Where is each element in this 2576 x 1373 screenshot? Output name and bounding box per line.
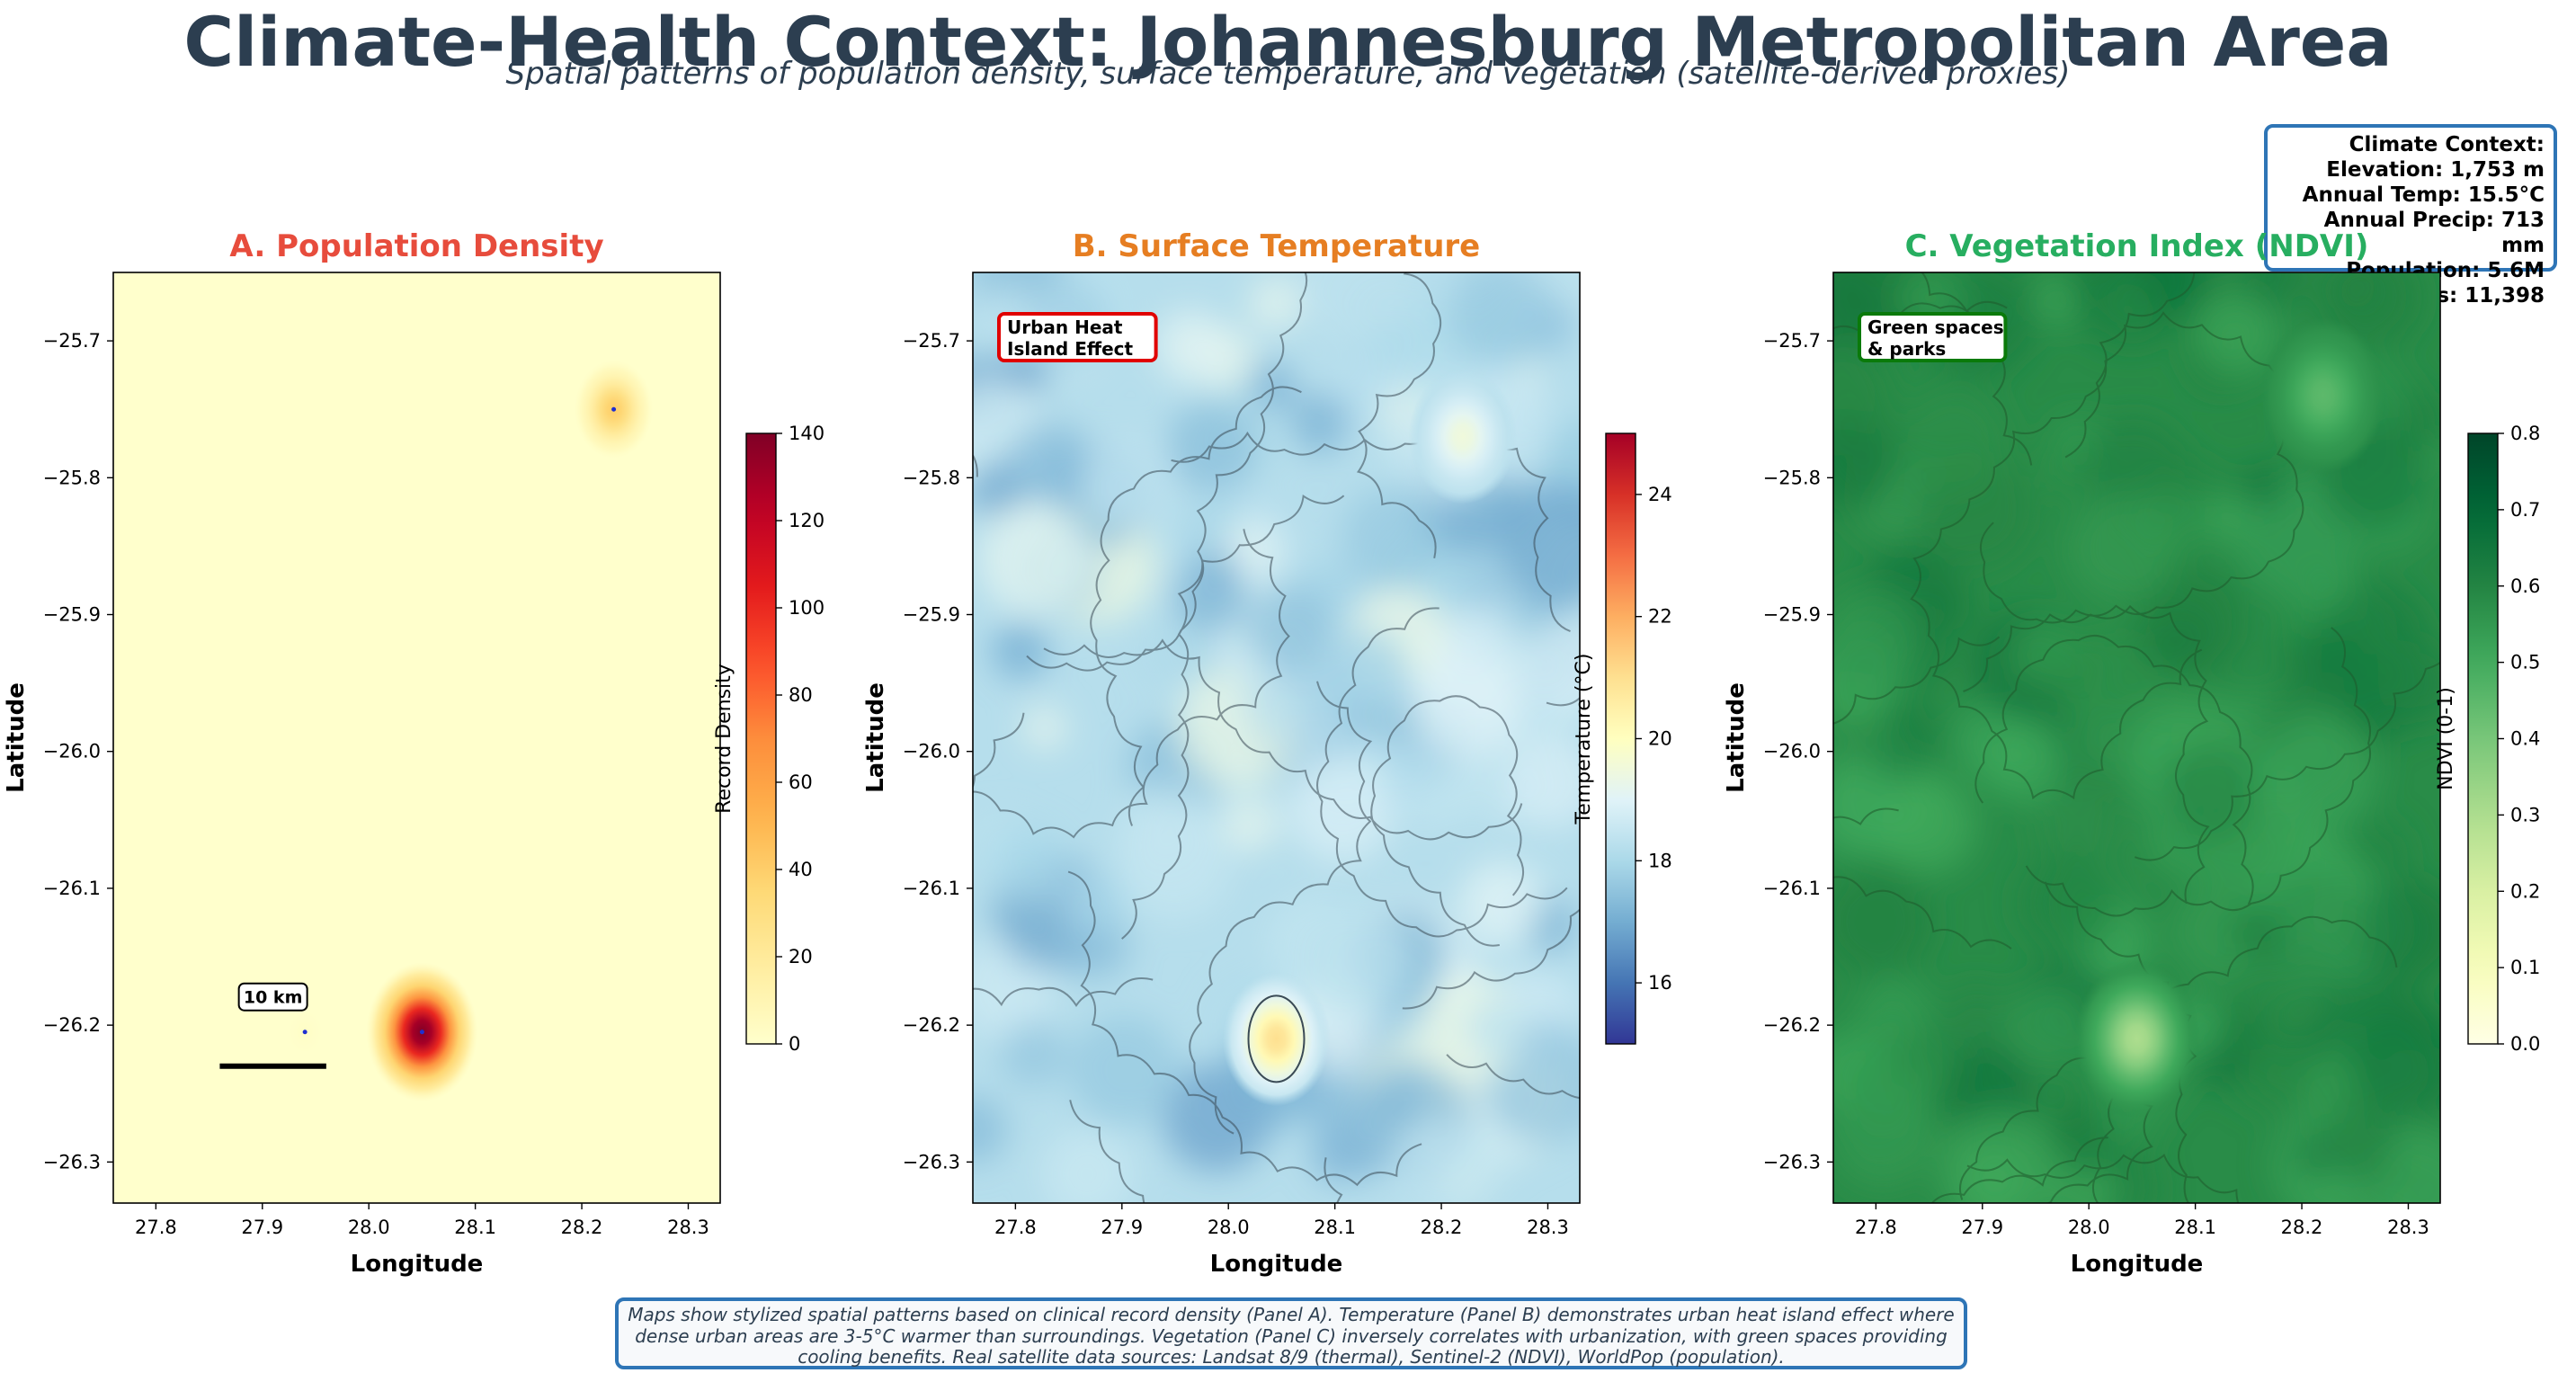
footnote-box: Maps show stylized spatial patterns base… [615, 1297, 1967, 1369]
y-tick-label: −26.1 [43, 878, 101, 899]
y-tick-label: −26.1 [903, 878, 960, 899]
hotspot-point [420, 1030, 424, 1034]
colorbar-label: Temperature (°C) [1573, 654, 1595, 825]
colorbar [2468, 433, 2498, 1044]
x-tick-label: 28.3 [667, 1217, 709, 1238]
colorbar-tick-label: 100 [789, 597, 824, 619]
x-tick-label: 28.0 [348, 1217, 390, 1238]
x-tick-label: 28.1 [2174, 1217, 2216, 1238]
x-tick-label: 27.9 [1961, 1217, 2003, 1238]
y-tick-label: −25.7 [1763, 330, 1821, 352]
y-tick-label: −25.8 [43, 467, 101, 488]
y-tick-label: −26.0 [903, 741, 960, 762]
x-tick-label: 28.1 [454, 1217, 496, 1238]
annotation-text: Urban Heat [1007, 317, 1123, 338]
y-tick-label: −26.2 [903, 1014, 960, 1036]
x-tick-label: 28.3 [2387, 1217, 2429, 1238]
annotation-text: & parks [1867, 338, 1946, 360]
y-tick-label: −25.9 [903, 604, 960, 626]
colorbar-label: Record Density [713, 664, 735, 814]
panel-0: 27.8 27.9 28.0 28.1 28.2 28.3 −25.7 −25.8 −25.9 −… [3, 228, 824, 1278]
y-tick-label: −26.3 [1763, 1151, 1821, 1172]
y-tick-label: −25.8 [1763, 467, 1821, 488]
x-tick-label: 27.9 [241, 1217, 283, 1238]
y-tick-label: −25.8 [903, 467, 960, 488]
x-tick-label: 28.2 [2281, 1217, 2323, 1238]
colorbar-tick-label: 0.7 [2510, 499, 2540, 521]
x-tick-label: 27.8 [994, 1217, 1037, 1238]
panel-title: C. Vegetation Index (NDVI) [1905, 228, 2369, 264]
colorbar-tick-label: 0.5 [2510, 652, 2540, 673]
hotspot-point [303, 1030, 308, 1034]
colorbar [746, 433, 776, 1044]
colorbar-tick-label: 40 [789, 859, 813, 880]
colorbar-tick-label: 0.1 [2510, 957, 2540, 978]
panel-title: A. Population Density [229, 228, 603, 264]
x-tick-label: 27.9 [1101, 1217, 1143, 1238]
x-tick-label: 28.2 [561, 1217, 603, 1238]
colorbar-tick-label: 60 [789, 771, 813, 793]
x-tick-label: 28.2 [1421, 1217, 1463, 1238]
x-axis-label: Longitude [351, 1251, 484, 1278]
y-tick-label: −26.0 [1763, 741, 1821, 762]
colorbar-tick-label: 120 [789, 510, 824, 531]
x-axis-label: Longitude [2071, 1251, 2204, 1278]
y-tick-label: −26.3 [903, 1151, 960, 1172]
y-tick-label: −25.7 [43, 330, 101, 352]
panel-title: B. Surface Temperature [1073, 228, 1480, 264]
y-axis-label: Latitude [862, 682, 889, 793]
colorbar [1606, 433, 1636, 1044]
x-tick-label: 27.8 [135, 1217, 177, 1238]
y-tick-label: −25.7 [903, 330, 960, 352]
map-area [113, 272, 720, 1203]
hotspot [2260, 317, 2386, 474]
hotspot-point [611, 407, 616, 412]
y-tick-label: −26.3 [43, 1151, 101, 1172]
colorbar-tick-label: 20 [1648, 728, 1672, 750]
colorbar-tick-label: 0.3 [2510, 804, 2540, 825]
hotspot [1409, 370, 1517, 504]
colorbar-tick-label: 18 [1648, 850, 1672, 871]
colorbar-tick-label: 0.8 [2510, 423, 2540, 444]
y-tick-label: −25.9 [1763, 604, 1821, 626]
y-tick-label: −26.0 [43, 741, 101, 762]
colorbar-tick-label: 20 [789, 946, 813, 967]
colorbar-tick-label: 0.2 [2510, 880, 2540, 902]
x-tick-label: 28.3 [1527, 1217, 1569, 1238]
colorbar-label: NDVI (0-1) [2435, 687, 2457, 790]
hotspot [1223, 971, 1331, 1106]
colorbar-tick-label: 0.4 [2510, 728, 2540, 750]
y-axis-label: Latitude [3, 682, 30, 793]
annotation-text: Green spaces [1867, 317, 2004, 338]
y-tick-label: −26.2 [1763, 1014, 1821, 1036]
colorbar-tick-label: 140 [789, 423, 824, 444]
colorbar-tick-label: 22 [1648, 606, 1672, 628]
y-tick-label: −26.1 [1763, 878, 1821, 899]
colorbar-tick-label: 0.6 [2510, 575, 2540, 597]
x-tick-label: 28.0 [2068, 1217, 2110, 1238]
y-axis-label: Latitude [1723, 682, 1750, 793]
x-tick-label: 28.0 [1208, 1217, 1250, 1238]
colorbar-tick-label: 80 [789, 684, 813, 706]
colorbar-tick-label: 24 [1648, 484, 1672, 505]
x-tick-label: 28.1 [1314, 1217, 1356, 1238]
colorbar-tick-label: 16 [1648, 972, 1672, 994]
map-area [1518, 120, 2562, 1296]
panel-2: 27.8 27.9 28.0 28.1 28.2 28.3 −25.7 −25.8 −25.9 −… [1518, 120, 2562, 1296]
x-axis-label: Longitude [1210, 1251, 1343, 1278]
annotation-text: Island Effect [1007, 338, 1133, 360]
scale-bar-label: 10 km [244, 988, 303, 1008]
y-tick-label: −25.9 [43, 604, 101, 626]
footnote-text: Maps show stylized spatial patterns base… [628, 1304, 1954, 1368]
colorbar-tick-label: 0 [789, 1033, 800, 1055]
x-tick-label: 27.8 [1855, 1217, 1897, 1238]
y-tick-label: −26.2 [43, 1014, 101, 1036]
colorbar-tick-label: 0.0 [2510, 1033, 2540, 1055]
figure-canvas: 27.8 27.9 28.0 28.1 28.2 28.3 −25.7 −25.8 −25.9 −… [0, 0, 2576, 1295]
hotspot [2074, 960, 2200, 1118]
